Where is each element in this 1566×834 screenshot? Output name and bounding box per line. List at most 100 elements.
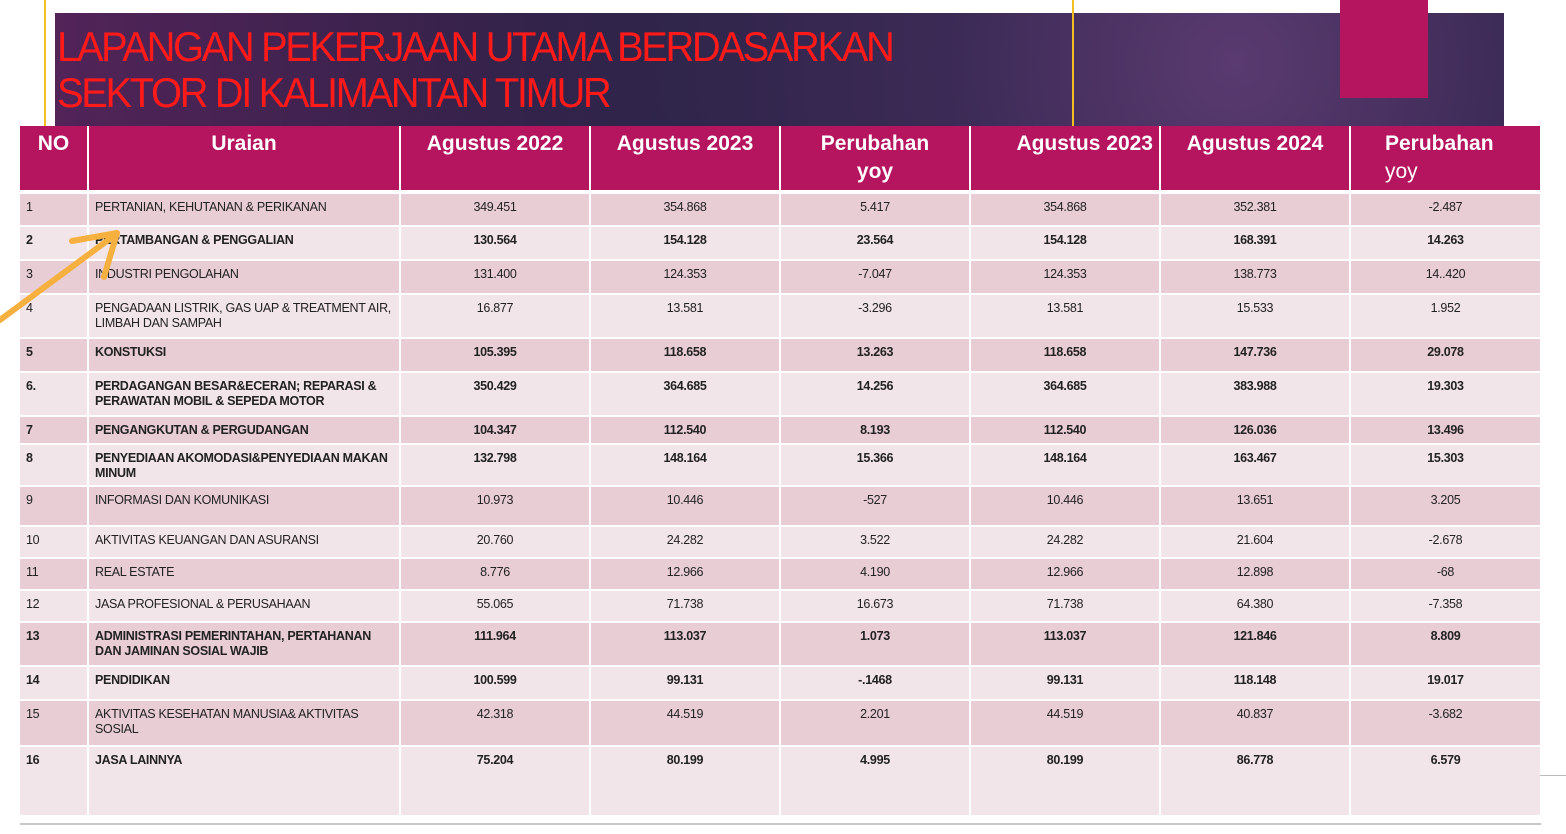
row-agustus-2024: 12.898: [1160, 558, 1351, 591]
sector-employment-table: NO Uraian Agustus 2022 Agustus 2023 Peru…: [20, 126, 1542, 817]
row-agustus-2022: 104.347: [400, 416, 591, 445]
title-line-2: SEKTOR DI KALIMANTAN TIMUR: [57, 69, 612, 116]
row-agustus-2023-b: 124.353: [970, 260, 1161, 295]
header-perubahan-2-yoy: yoy: [1385, 160, 1418, 183]
header-agustus-2023-b: Agustus 2023: [970, 126, 1161, 194]
row-perubahan-yoy-2: 19.303: [1350, 372, 1542, 417]
row-uraian: INFORMASI DAN KOMUNIKASI: [88, 486, 401, 527]
row-no: 15: [20, 700, 89, 747]
row-no: 6.: [20, 372, 89, 417]
row-agustus-2023-a: 80.199: [590, 746, 781, 817]
row-agustus-2023-b: 364.685: [970, 372, 1161, 417]
row-perubahan-yoy-2: 15.303: [1350, 444, 1542, 487]
row-agustus-2022: 111.964: [400, 622, 591, 667]
row-agustus-2022: 350.429: [400, 372, 591, 417]
table-row: 11 REAL ESTATE 8.776 12.966 4.190 12.966 12.89…: [20, 558, 1542, 591]
row-no: 16: [20, 746, 89, 817]
row-no: 11: [20, 558, 89, 591]
row-agustus-2023-b: 12.966: [970, 558, 1161, 591]
row-agustus-2023-a: 148.164: [590, 444, 781, 487]
row-perubahan-yoy-1: -527: [780, 486, 971, 527]
row-agustus-2023-b: 113.037: [970, 622, 1161, 667]
row-no: 2: [20, 226, 89, 261]
row-perubahan-yoy-1: -3.296: [780, 294, 971, 339]
row-agustus-2022: 105.395: [400, 338, 591, 373]
row-agustus-2024: 118.148: [1160, 666, 1351, 701]
row-agustus-2022: 42.318: [400, 700, 591, 747]
row-perubahan-yoy-1: 4.190: [780, 558, 971, 591]
row-perubahan-yoy-2: 29.078: [1350, 338, 1542, 373]
row-agustus-2022: 8.776: [400, 558, 591, 591]
header-perubahan-2-label: Perubahan: [1385, 132, 1494, 155]
row-no: 14: [20, 666, 89, 701]
header-agustus-2023-a: Agustus 2023: [590, 126, 781, 194]
row-agustus-2024: 147.736: [1160, 338, 1351, 373]
row-perubahan-yoy-2: 8.809: [1350, 622, 1542, 667]
row-uraian: PENGANGKUTAN & PERGUDANGAN: [88, 416, 401, 445]
row-perubahan-yoy-1: -7.047: [780, 260, 971, 295]
table-row: 6. PERDAGANGAN BESAR&ECERAN; REPARASI & P…: [20, 372, 1542, 417]
row-no: 4: [20, 294, 89, 339]
edge-mark: [1540, 775, 1566, 776]
table-row: 9 INFORMASI DAN KOMUNIKASI 10.973 10.446 -52…: [20, 486, 1542, 527]
row-agustus-2022: 55.065: [400, 590, 591, 623]
row-agustus-2024: 383.988: [1160, 372, 1351, 417]
row-agustus-2022: 75.204: [400, 746, 591, 817]
row-agustus-2023-b: 118.658: [970, 338, 1161, 373]
table-row: 13 ADMINISTRASI PEMERINTAHAN, PERTAHANAN …: [20, 622, 1542, 667]
row-agustus-2023-b: 10.446: [970, 486, 1161, 527]
table-row: 16 JASA LAINNYA 75.204 80.199 4.995 80.199 86.…: [20, 746, 1542, 817]
arrow-annotation: [0, 230, 120, 323]
row-agustus-2023-a: 364.685: [590, 372, 781, 417]
row-perubahan-yoy-2: -2.487: [1350, 192, 1542, 227]
row-perubahan-yoy-1: 16.673: [780, 590, 971, 623]
row-uraian: JASA PROFESIONAL & PERUSAHAAN: [88, 590, 401, 623]
row-agustus-2024: 15.533: [1160, 294, 1351, 339]
row-agustus-2022: 131.400: [400, 260, 591, 295]
row-agustus-2023-a: 113.037: [590, 622, 781, 667]
row-perubahan-yoy-2: 3.205: [1350, 486, 1542, 527]
row-perubahan-yoy-1: 23.564: [780, 226, 971, 261]
row-agustus-2023-a: 154.128: [590, 226, 781, 261]
row-no: 12: [20, 590, 89, 623]
row-perubahan-yoy-1: 4.995: [780, 746, 971, 817]
table-row: 5 KONSTUKSI 105.395 118.658 13.263 118.658 147…: [20, 338, 1542, 373]
row-agustus-2023-a: 124.353: [590, 260, 781, 295]
row-uraian: PENDIDIKAN: [88, 666, 401, 701]
title-line-1: LAPANGAN PEKERJAAN UTAMA BERDASARKAN: [57, 23, 895, 70]
row-uraian: PENGADAAN LISTRIK, GAS UAP & TREATMENT A…: [88, 294, 401, 339]
row-uraian: AKTIVITAS KESEHATAN MANUSIA& AKTIVITAS S…: [88, 700, 401, 747]
row-uraian: REAL ESTATE: [88, 558, 401, 591]
table-row: 8 PENYEDIAAN AKOMODASI&PENYEDIAAN MAKAN M…: [20, 444, 1542, 487]
row-agustus-2024: 64.380: [1160, 590, 1351, 623]
row-perubahan-yoy-2: 6.579: [1350, 746, 1542, 817]
row-perubahan-yoy-1: -.1468: [780, 666, 971, 701]
row-agustus-2023-b: 99.131: [970, 666, 1161, 701]
row-perubahan-yoy-2: -2.678: [1350, 526, 1542, 559]
row-no: 7: [20, 416, 89, 445]
row-agustus-2024: 21.604: [1160, 526, 1351, 559]
header-perubahan-yoy-1: Perubahan yoy: [780, 126, 971, 194]
row-perubahan-yoy-2: -68: [1350, 558, 1542, 591]
row-uraian: JASA LAINNYA: [88, 746, 401, 817]
table-row: 1 PERTANIAN, KEHUTANAN & PERIKANAN 349.451…: [20, 192, 1542, 227]
row-perubahan-yoy-1: 3.522: [780, 526, 971, 559]
header-agustus-2022: Agustus 2022: [400, 126, 591, 194]
slide-title: LAPANGAN PEKERJAAN UTAMA BERDASARKAN SEK…: [57, 23, 895, 116]
row-agustus-2023-b: 13.581: [970, 294, 1161, 339]
row-no: 10: [20, 526, 89, 559]
row-agustus-2023-a: 112.540: [590, 416, 781, 445]
row-agustus-2024: 352.381: [1160, 192, 1351, 227]
table-row: 7 PENGANGKUTAN & PERGUDANGAN 104.347 112.54…: [20, 416, 1542, 445]
row-perubahan-yoy-2: 1.952: [1350, 294, 1542, 339]
table-bottom-rule: [20, 823, 1541, 825]
guide-line-left: [44, 0, 46, 126]
row-agustus-2024: 168.391: [1160, 226, 1351, 261]
header-perubahan-yoy-2: Perubahan yoy: [1350, 126, 1542, 194]
row-perubahan-yoy-1: 14.256: [780, 372, 971, 417]
row-agustus-2023-a: 10.446: [590, 486, 781, 527]
row-agustus-2024: 40.837: [1160, 700, 1351, 747]
row-agustus-2023-a: 118.658: [590, 338, 781, 373]
header-perubahan-1-label: Perubahan: [820, 132, 930, 155]
row-agustus-2022: 349.451: [400, 192, 591, 227]
